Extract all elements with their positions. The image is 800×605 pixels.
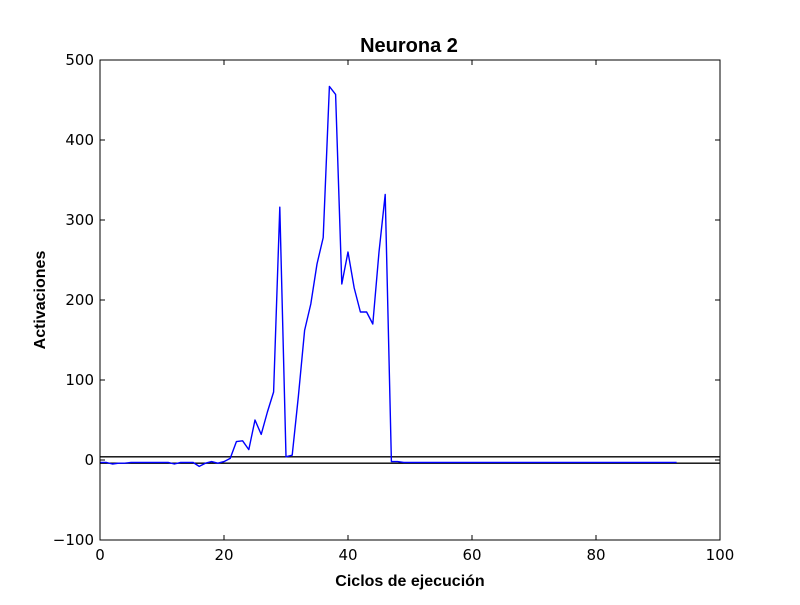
y-tick-label: 300 (65, 211, 94, 229)
x-tick-label: 60 (462, 546, 481, 564)
y-axis-label: Activaciones (32, 251, 49, 350)
y-tick-label: 400 (65, 131, 94, 149)
y-tick-label: 500 (65, 51, 94, 69)
y-tick-label: 0 (84, 451, 94, 469)
x-tick-label: 40 (338, 546, 357, 564)
y-tick-label: 100 (65, 371, 94, 389)
x-tick-label: 20 (214, 546, 233, 564)
x-tick-label: 80 (586, 546, 605, 564)
y-tick-label: −100 (53, 531, 94, 549)
series-line-0 (100, 85, 677, 468)
x-axis-label: Ciclos de ejecución (335, 573, 484, 590)
plot-frame (99, 59, 721, 541)
chart-title: Neurona 2 (360, 35, 458, 57)
x-tick-label: 100 (706, 546, 735, 564)
y-tick-label: 200 (65, 291, 94, 309)
x-tick-label: 0 (95, 546, 105, 564)
